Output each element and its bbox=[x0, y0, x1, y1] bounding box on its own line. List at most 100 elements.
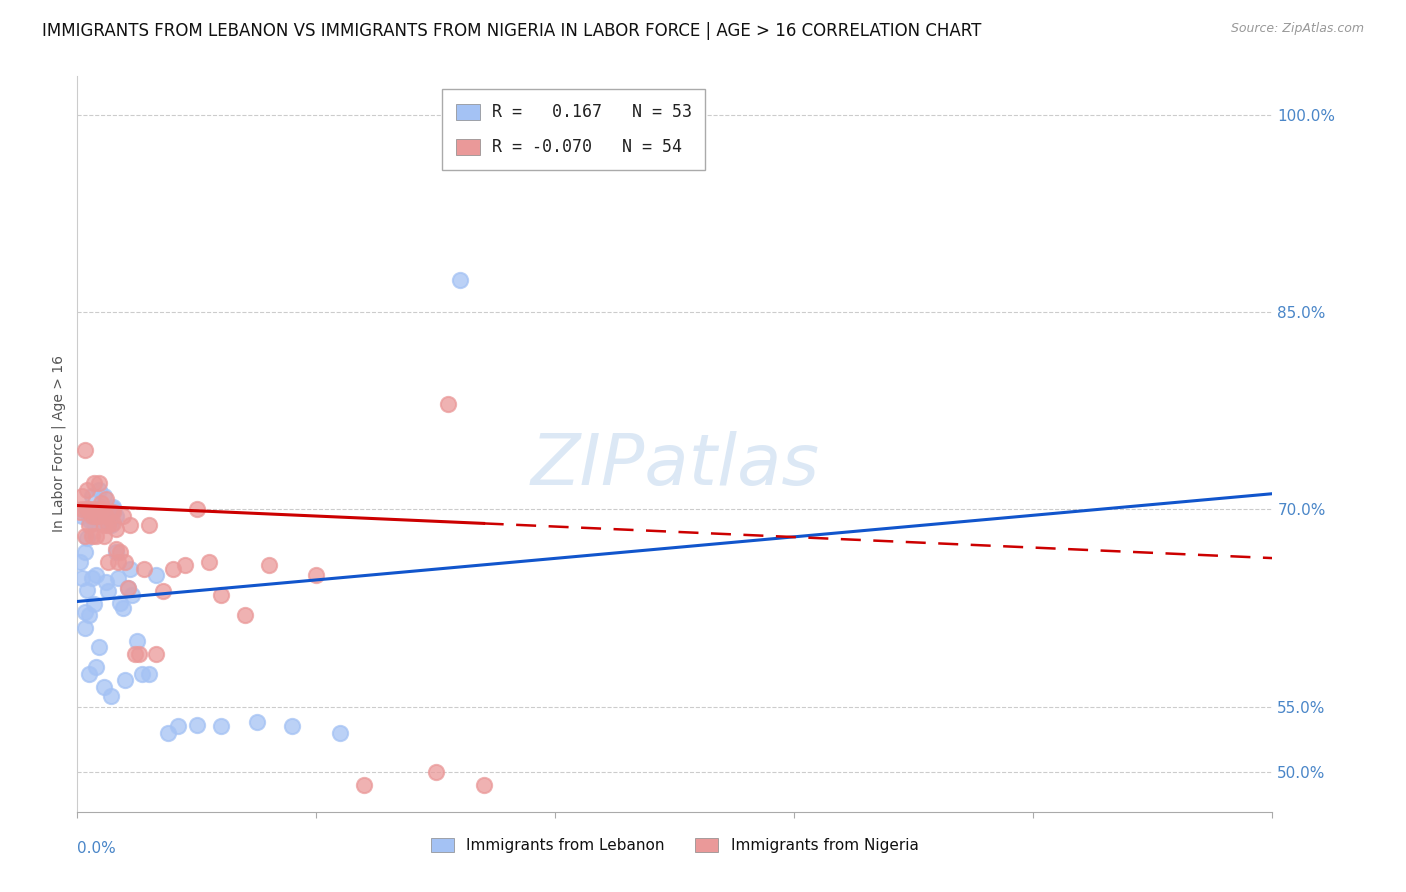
Text: 0.0%: 0.0% bbox=[77, 841, 117, 856]
Point bbox=[70, 571, 93, 585]
Point bbox=[104, 541, 127, 556]
Point bbox=[127, 633, 149, 648]
Point bbox=[80, 571, 103, 585]
Point bbox=[97, 584, 120, 599]
Point bbox=[100, 518, 122, 533]
Point bbox=[145, 647, 167, 661]
Point bbox=[131, 666, 153, 681]
Y-axis label: In Labor Force | Age > 16: In Labor Force | Age > 16 bbox=[52, 355, 66, 533]
Point bbox=[79, 502, 101, 516]
Point bbox=[209, 719, 232, 733]
Point bbox=[87, 483, 110, 497]
Point bbox=[76, 532, 98, 546]
Point bbox=[104, 509, 127, 524]
Point bbox=[90, 513, 112, 527]
Point bbox=[152, 584, 174, 599]
Point bbox=[111, 509, 134, 524]
Point bbox=[162, 561, 184, 575]
Point bbox=[90, 502, 112, 516]
Point bbox=[353, 779, 375, 793]
Point bbox=[104, 522, 127, 536]
FancyBboxPatch shape bbox=[441, 89, 704, 170]
Point bbox=[233, 607, 256, 622]
Point bbox=[76, 483, 98, 497]
Point bbox=[166, 719, 188, 733]
Point bbox=[86, 509, 108, 524]
Point bbox=[103, 516, 124, 530]
Point bbox=[110, 596, 132, 610]
Point bbox=[449, 272, 471, 286]
Point bbox=[145, 568, 167, 582]
Point bbox=[79, 518, 101, 533]
Point bbox=[118, 561, 141, 575]
Point bbox=[90, 496, 112, 510]
FancyBboxPatch shape bbox=[456, 103, 479, 120]
Point bbox=[257, 558, 280, 572]
Point bbox=[104, 544, 127, 558]
Point bbox=[69, 555, 91, 569]
Point bbox=[124, 647, 146, 661]
Point bbox=[90, 500, 112, 514]
Text: ZIPatlas: ZIPatlas bbox=[530, 432, 820, 500]
Point bbox=[94, 509, 117, 524]
Point bbox=[76, 502, 98, 516]
Point bbox=[93, 529, 115, 543]
Text: IMMIGRANTS FROM LEBANON VS IMMIGRANTS FROM NIGERIA IN LABOR FORCE | AGE > 16 COR: IMMIGRANTS FROM LEBANON VS IMMIGRANTS FR… bbox=[42, 22, 981, 40]
Point bbox=[107, 555, 129, 569]
Point bbox=[111, 601, 134, 615]
Point bbox=[100, 505, 122, 519]
Point bbox=[100, 689, 122, 703]
Point bbox=[73, 443, 96, 458]
Point bbox=[425, 765, 447, 780]
Point bbox=[97, 518, 120, 533]
Point bbox=[73, 621, 96, 635]
Point bbox=[437, 397, 460, 411]
Point bbox=[86, 568, 108, 582]
Point bbox=[114, 673, 136, 688]
Point bbox=[103, 505, 124, 519]
Point bbox=[70, 489, 93, 503]
Point bbox=[121, 588, 143, 602]
Point bbox=[118, 518, 141, 533]
Point bbox=[103, 500, 124, 514]
Point bbox=[103, 502, 124, 516]
Point bbox=[70, 509, 93, 524]
Text: R =   0.167   N = 53: R = 0.167 N = 53 bbox=[492, 103, 692, 120]
Point bbox=[472, 779, 495, 793]
Point bbox=[79, 513, 101, 527]
Point bbox=[79, 666, 101, 681]
Point bbox=[87, 640, 110, 655]
Point bbox=[79, 607, 101, 622]
Point bbox=[94, 491, 117, 506]
Point bbox=[86, 529, 108, 543]
Point bbox=[83, 516, 105, 530]
Point bbox=[86, 660, 108, 674]
Point bbox=[157, 726, 180, 740]
Point bbox=[138, 666, 160, 681]
Point bbox=[107, 571, 129, 585]
Point bbox=[197, 555, 219, 569]
Point bbox=[97, 555, 120, 569]
Point bbox=[209, 588, 232, 602]
Point bbox=[73, 605, 96, 619]
Text: Source: ZipAtlas.com: Source: ZipAtlas.com bbox=[1230, 22, 1364, 36]
Point bbox=[69, 505, 91, 519]
Point bbox=[76, 582, 98, 597]
Point bbox=[128, 647, 150, 661]
Point bbox=[94, 574, 117, 589]
Point bbox=[83, 597, 105, 611]
Point bbox=[80, 509, 103, 524]
Point bbox=[174, 558, 197, 572]
Point bbox=[281, 719, 304, 733]
Point bbox=[73, 529, 96, 543]
Point bbox=[87, 476, 110, 491]
Point bbox=[93, 518, 115, 533]
Point bbox=[117, 582, 139, 596]
Point bbox=[114, 555, 136, 569]
Legend: Immigrants from Lebanon, Immigrants from Nigeria: Immigrants from Lebanon, Immigrants from… bbox=[425, 832, 925, 859]
Point bbox=[117, 582, 139, 596]
Point bbox=[80, 529, 103, 543]
Point bbox=[80, 489, 103, 503]
Point bbox=[329, 726, 352, 740]
Point bbox=[94, 509, 117, 524]
